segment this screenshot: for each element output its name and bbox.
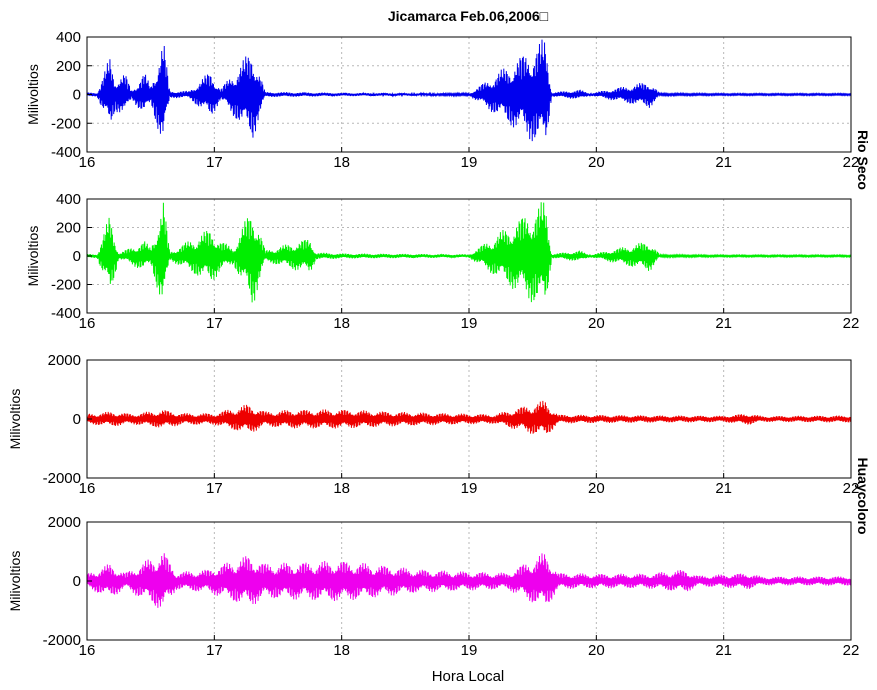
x-tick-label: 19 — [461, 154, 478, 171]
x-tick-label: 21 — [715, 480, 732, 497]
y-tick-label: 0 — [73, 573, 81, 590]
y-tick-label: 400 — [56, 29, 81, 46]
y-tick-label: -2000 — [43, 470, 81, 487]
x-tick-label: 17 — [206, 642, 223, 659]
y-tick-label: -400 — [51, 144, 81, 161]
y-axis-label: Milivoltios — [25, 64, 41, 125]
y-tick-label: 400 — [56, 191, 81, 208]
x-tick-label: 20 — [588, 480, 605, 497]
x-tick-label: 17 — [206, 480, 223, 497]
y-tick-label: 2000 — [48, 352, 81, 369]
x-tick-label: 22 — [843, 154, 860, 171]
y-tick-label: 0 — [73, 87, 81, 104]
y-axis-label: Milivoltios — [7, 551, 23, 612]
x-tick-label: 21 — [715, 154, 732, 171]
panels: 16 17 18 19 20 21 224002000-200-400Milivoltios… — [7, 29, 859, 659]
y-axis-label: Milivoltios — [7, 389, 23, 450]
x-tick-label: 18 — [333, 480, 350, 497]
x-tick-label: 19 — [461, 642, 478, 659]
x-tick-label: 17 — [206, 154, 223, 171]
x-tick-label: 22 — [843, 642, 860, 659]
panel-4: 16 17 18 19 20 21 22 2000 0 -2000 Milivoltios — [7, 514, 859, 659]
x-tick-label: 16 — [79, 315, 96, 332]
y-tick-label: -200 — [51, 115, 81, 132]
y-tick-label: -400 — [51, 305, 81, 322]
panel-1: 16 17 18 19 20 21 22 400 200 0 -200 -400 Milivoltios — [25, 29, 859, 171]
x-tick-label: 18 — [333, 315, 350, 332]
x-tick-label: 20 — [588, 154, 605, 171]
station-label-huaycoloro: Huaycoloro — [855, 457, 871, 534]
x-tick-label: 16 — [79, 154, 96, 171]
series-trace — [86, 39, 852, 142]
figure-title: Jicamarca Feb.06,2006□ — [388, 8, 549, 24]
y-axis-label: Milivoltios — [25, 226, 41, 287]
panel-3: 16 17 18 19 20 21 22 2000 0 -2000 Milivoltios — [7, 352, 859, 497]
y-tick-label: 0 — [73, 411, 81, 428]
x-tick-label: 17 — [206, 315, 223, 332]
series-trace — [86, 400, 852, 434]
x-tick-label: 20 — [588, 315, 605, 332]
series-trace — [86, 202, 852, 303]
y-tick-label: -2000 — [43, 632, 81, 649]
x-tick-label: 16 — [79, 480, 96, 497]
station-label-rio-seco: Rio Seco — [855, 130, 871, 190]
series-trace — [86, 553, 852, 608]
x-tick-label: 22 — [843, 315, 860, 332]
y-tick-label: 200 — [56, 220, 81, 237]
x-tick-label: 21 — [715, 315, 732, 332]
y-tick-label: 0 — [73, 248, 81, 265]
y-tick-label: 200 — [56, 58, 81, 75]
x-tick-label: 18 — [333, 154, 350, 171]
x-tick-label: 19 — [461, 480, 478, 497]
x-axis-label: Hora Local — [432, 668, 505, 685]
y-tick-label: 2000 — [48, 514, 81, 531]
x-tick-label: 21 — [715, 642, 732, 659]
panel-2: 16 17 18 19 20 21 22 400 200 0 -200 -400 Milivoltios — [25, 191, 859, 332]
x-tick-label: 19 — [461, 315, 478, 332]
y-tick-label: -200 — [51, 277, 81, 294]
x-tick-label: 22 — [843, 480, 860, 497]
x-tick-label: 16 — [79, 642, 96, 659]
x-tick-label: 20 — [588, 642, 605, 659]
x-tick-label: 18 — [333, 642, 350, 659]
